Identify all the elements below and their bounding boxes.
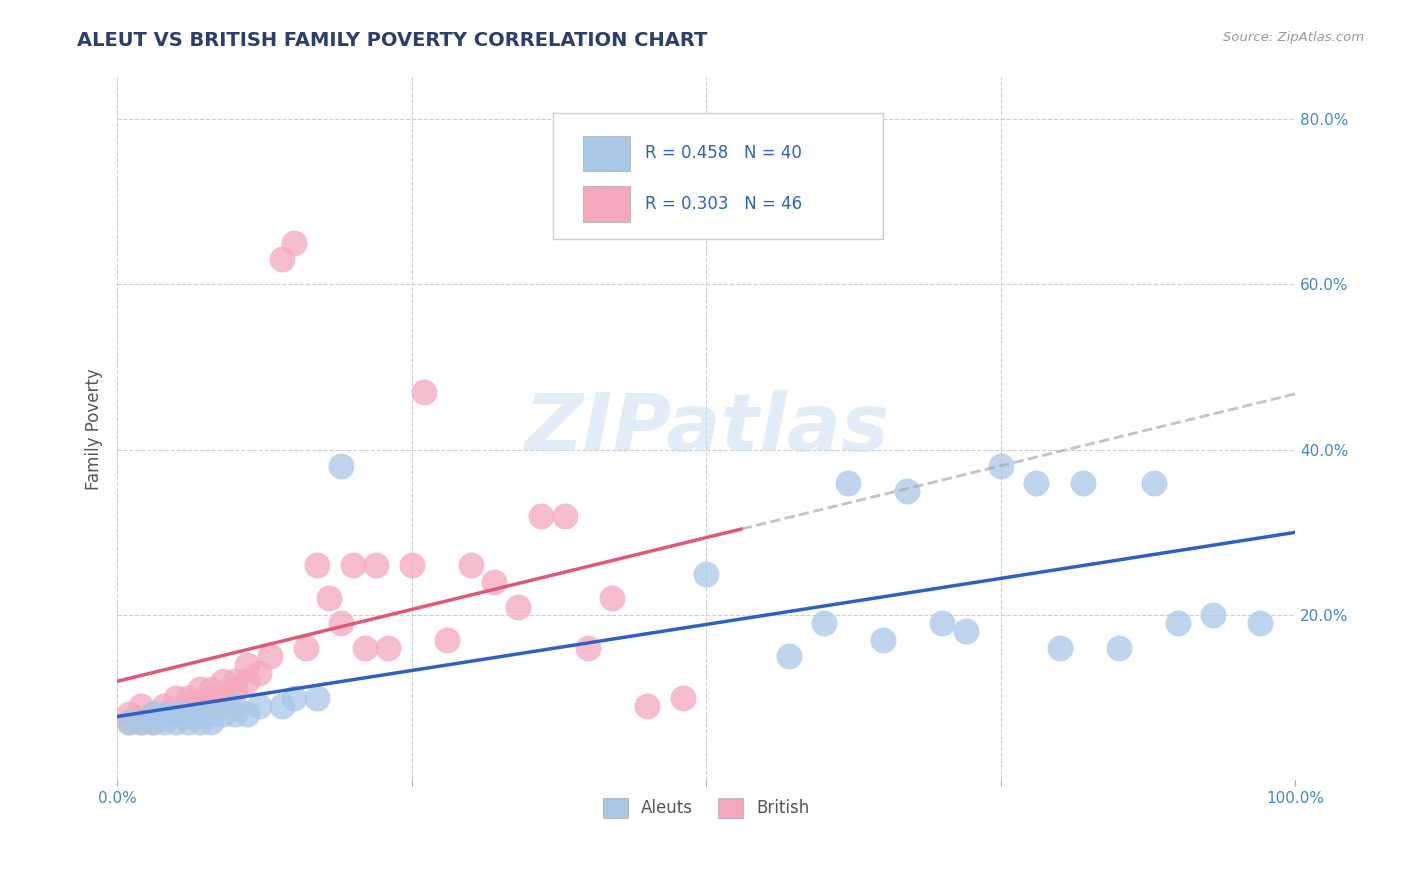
Point (672, 690, 695, 705)
Bar (582, 186, 630, 221)
Point (955, 624, 977, 639)
Point (1249, 616, 1271, 631)
Point (1049, 640, 1071, 655)
Point (813, 616, 835, 631)
Point (153, 715, 176, 730)
FancyBboxPatch shape (553, 112, 883, 239)
Point (188, 707, 211, 722)
Point (118, 715, 141, 730)
Point (188, 715, 211, 730)
Point (259, 649, 281, 664)
Point (636, 698, 658, 713)
Point (177, 698, 200, 713)
Point (129, 715, 152, 730)
Point (1073, 475, 1095, 490)
Point (377, 640, 399, 655)
Point (165, 715, 187, 730)
Point (530, 508, 553, 523)
Point (412, 384, 434, 399)
Text: ALEUT VS BRITISH FAMILY POVERTY CORRELATION CHART: ALEUT VS BRITISH FAMILY POVERTY CORRELAT… (77, 31, 707, 50)
Point (342, 558, 364, 573)
Point (212, 674, 235, 689)
Point (283, 235, 305, 250)
Point (177, 707, 200, 722)
Point (896, 483, 918, 498)
Point (778, 649, 800, 664)
Text: Source: ZipAtlas.com: Source: ZipAtlas.com (1223, 31, 1364, 45)
Text: R = 0.303   N = 46: R = 0.303 N = 46 (645, 195, 803, 213)
Point (212, 690, 235, 705)
Point (177, 690, 200, 705)
Point (931, 616, 953, 631)
Point (224, 682, 246, 697)
Point (247, 698, 270, 713)
Point (600, 591, 623, 606)
Point (200, 682, 222, 697)
Point (188, 682, 211, 697)
Point (872, 632, 894, 647)
Point (212, 707, 235, 722)
Point (990, 459, 1012, 474)
Point (436, 632, 458, 647)
Text: ZIPatlas: ZIPatlas (524, 390, 889, 468)
Point (283, 690, 305, 705)
Point (460, 558, 482, 573)
Point (129, 715, 152, 730)
Point (401, 558, 423, 573)
Point (224, 698, 246, 713)
Point (141, 707, 163, 722)
Point (1143, 475, 1166, 490)
Point (129, 698, 152, 713)
Point (271, 698, 294, 713)
Point (141, 715, 163, 730)
Legend: Aleuts, British: Aleuts, British (596, 791, 817, 825)
Point (247, 665, 270, 680)
Point (224, 674, 246, 689)
Point (366, 558, 388, 573)
Point (330, 616, 353, 631)
Point (224, 707, 246, 722)
Point (330, 459, 353, 474)
Point (1202, 607, 1225, 622)
Point (837, 475, 859, 490)
Point (165, 707, 187, 722)
Point (1167, 616, 1189, 631)
Point (271, 252, 294, 267)
Point (353, 640, 375, 655)
Point (307, 690, 329, 705)
Point (177, 715, 200, 730)
Point (554, 508, 576, 523)
Point (141, 707, 163, 722)
Point (188, 698, 211, 713)
Point (236, 674, 259, 689)
Point (118, 707, 141, 722)
Text: R = 0.458   N = 40: R = 0.458 N = 40 (645, 145, 801, 162)
Point (318, 591, 340, 606)
Point (1025, 475, 1047, 490)
Point (200, 707, 222, 722)
Point (1108, 640, 1130, 655)
Point (165, 707, 187, 722)
Point (307, 558, 329, 573)
Point (695, 566, 717, 581)
Point (153, 698, 176, 713)
Point (200, 690, 222, 705)
Point (153, 707, 176, 722)
Point (200, 715, 222, 730)
Point (118, 715, 141, 730)
Point (578, 640, 600, 655)
Y-axis label: Family Poverty: Family Poverty (86, 368, 103, 490)
Point (484, 574, 506, 589)
Point (506, 599, 529, 614)
Point (165, 690, 187, 705)
Point (141, 715, 163, 730)
Point (294, 640, 316, 655)
Bar (582, 136, 630, 171)
Point (153, 707, 176, 722)
Point (236, 657, 259, 672)
Point (236, 707, 259, 722)
